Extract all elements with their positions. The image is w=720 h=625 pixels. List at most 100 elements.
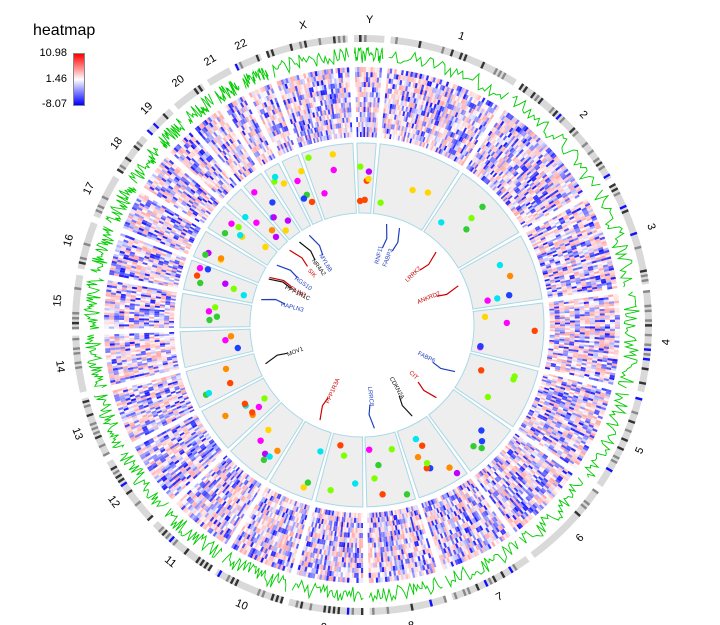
heatmap-cell [554, 232, 561, 237]
heatmap-cell [388, 93, 392, 99]
heatmap-cell [390, 98, 393, 105]
heatmap-cell [526, 178, 532, 184]
heatmap-cell [547, 149, 553, 155]
heatmap-cell [528, 166, 534, 172]
heatmap-cell [395, 119, 398, 126]
heatmap-cell [376, 532, 380, 538]
heatmap-cell [584, 318, 590, 321]
heatmap-cell [534, 225, 540, 230]
heatmap-cell [544, 160, 550, 166]
heatmap-cell [527, 143, 533, 149]
heatmap-cell [348, 512, 351, 518]
heatmap-cell [527, 129, 533, 135]
heatmap-cell [569, 322, 575, 325]
heatmap-cell [599, 311, 605, 314]
heatmap-cell [389, 118, 393, 125]
heatmap-cell [594, 341, 600, 344]
heatmap-cell [508, 203, 514, 209]
heatmap-cell [609, 328, 615, 332]
heatmap-cell [501, 140, 507, 146]
heatmap-cell [479, 113, 485, 120]
heatmap-cell [569, 276, 575, 280]
heatmap-cell [545, 248, 551, 253]
heatmap-cell [402, 90, 406, 96]
heatmap-cell [554, 319, 560, 321]
heatmap-cell [499, 178, 505, 184]
heatmap-cell [432, 124, 436, 130]
heatmap-cell [349, 577, 352, 583]
heatmap-cell [562, 193, 568, 199]
heatmap-cell [409, 97, 413, 103]
heatmap-cell [399, 95, 403, 101]
heatmap-cell [389, 88, 393, 94]
heatmap-cell [549, 244, 555, 249]
heatmap-cell [537, 230, 543, 235]
heatmap-cell [549, 331, 555, 334]
heatmap-cell [531, 177, 537, 182]
heatmap-cell [472, 104, 477, 110]
heatmap-cell [531, 202, 538, 207]
heatmap-cell [393, 119, 396, 125]
heatmap-cell [539, 213, 545, 218]
heatmap-cell [479, 168, 485, 174]
heatmap-cell [396, 99, 400, 105]
heatmap-cell [346, 527, 349, 533]
heatmap-cell [557, 204, 563, 210]
heatmap-cell [538, 257, 544, 261]
heatmap-cell [565, 180, 572, 186]
heatmap-cell [609, 337, 615, 341]
heatmap-cell [375, 542, 379, 548]
heatmap-cell [534, 188, 540, 193]
heatmap-cell [532, 242, 538, 247]
heatmap-cell [515, 159, 521, 165]
heatmap-cell [435, 120, 440, 126]
heatmap-cell [568, 252, 574, 256]
heatmap-cell [450, 121, 455, 127]
heatmap-cell [546, 285, 552, 289]
heatmap-cell [386, 113, 390, 119]
heatmap-cell [468, 113, 473, 119]
heatmap-cell [525, 134, 531, 141]
heatmap-cell [559, 259, 566, 263]
heatmap-cell [584, 316, 590, 319]
heatmap-cell [411, 107, 415, 114]
heatmap-cell [569, 326, 575, 329]
heatmap-cell [564, 328, 570, 331]
heatmap-cell [579, 336, 585, 339]
heatmap-cell [344, 547, 347, 553]
heatmap-cell [388, 123, 392, 130]
heatmap-cell [417, 98, 421, 105]
heatmap-cell [390, 109, 394, 115]
heatmap-cell [497, 183, 502, 189]
heatmap-cell [377, 537, 380, 543]
heatmap-cell [547, 188, 553, 194]
heatmap-cell [535, 217, 542, 222]
heatmap-cell [414, 93, 418, 99]
heatmap-cell [511, 199, 517, 204]
heatmap-cell [422, 110, 426, 117]
heatmap-cell [460, 143, 465, 149]
heatmap-cell [414, 139, 418, 145]
heatmap-cell [361, 537, 364, 543]
heatmap-cell [427, 86, 431, 92]
heatmap-cell [546, 288, 552, 292]
heatmap-cell [358, 557, 361, 563]
heatmap-cell [490, 151, 496, 157]
heatmap-cell [559, 278, 566, 282]
heatmap-cell [563, 168, 569, 174]
heatmap-cell [549, 336, 555, 339]
heatmap-cell [498, 114, 504, 120]
heatmap-cell [466, 95, 471, 102]
heatmap-cell [472, 162, 478, 169]
heatmap-cell [594, 328, 600, 331]
heatmap-cell [444, 124, 449, 130]
heatmap-cell [545, 170, 552, 176]
heatmap-cell [430, 76, 434, 82]
heatmap-cell [434, 130, 438, 136]
heatmap-cell [551, 286, 557, 289]
heatmap-cell [359, 512, 362, 518]
heatmap-cell [549, 324, 555, 327]
heatmap-cell [567, 182, 573, 188]
heatmap-cell [568, 195, 575, 200]
heatmap-cell [564, 311, 570, 314]
